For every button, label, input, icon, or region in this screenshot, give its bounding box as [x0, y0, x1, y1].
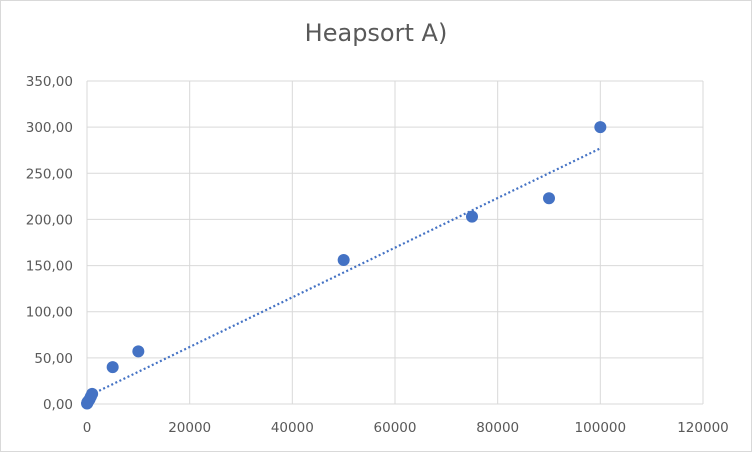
- x-tick-label: 120000: [677, 420, 729, 436]
- data-point: [86, 387, 99, 400]
- y-tick-label: 100,00: [26, 305, 73, 321]
- data-point: [466, 210, 478, 223]
- trendline: [86, 147, 601, 398]
- linear-trendline: [86, 147, 601, 398]
- y-axis-ticks: 0,00 50,00 100,00 150,00 200,00 250,00 300,00 3…: [26, 74, 73, 413]
- y-tick-label: 300,00: [26, 120, 73, 136]
- x-tick-label: 80000: [476, 420, 519, 436]
- y-tick-label: 150,00: [26, 259, 73, 275]
- chart-title: Heapsort A): [304, 19, 448, 47]
- x-tick-label: 20000: [168, 420, 211, 436]
- x-tick-label: 40000: [271, 420, 314, 436]
- y-tick-label: 250,00: [26, 166, 73, 182]
- x-axis-ticks: 0 20000 40000 60000 80000 100000 120000: [83, 420, 729, 436]
- data-point: [337, 254, 350, 267]
- data-points: [81, 121, 607, 410]
- gridlines: [86, 80, 704, 405]
- y-tick-label: 350,00: [26, 74, 73, 90]
- data-point: [132, 345, 145, 358]
- y-tick-label: 50,00: [34, 351, 73, 367]
- y-tick-label: 0,00: [43, 397, 73, 413]
- data-point: [594, 121, 607, 134]
- x-tick-label: 60000: [374, 420, 417, 436]
- y-tick-label: 200,00: [26, 212, 73, 228]
- data-point: [543, 192, 555, 205]
- x-tick-label: 0: [83, 420, 92, 436]
- data-point: [106, 361, 119, 374]
- x-tick-label: 100000: [575, 420, 627, 436]
